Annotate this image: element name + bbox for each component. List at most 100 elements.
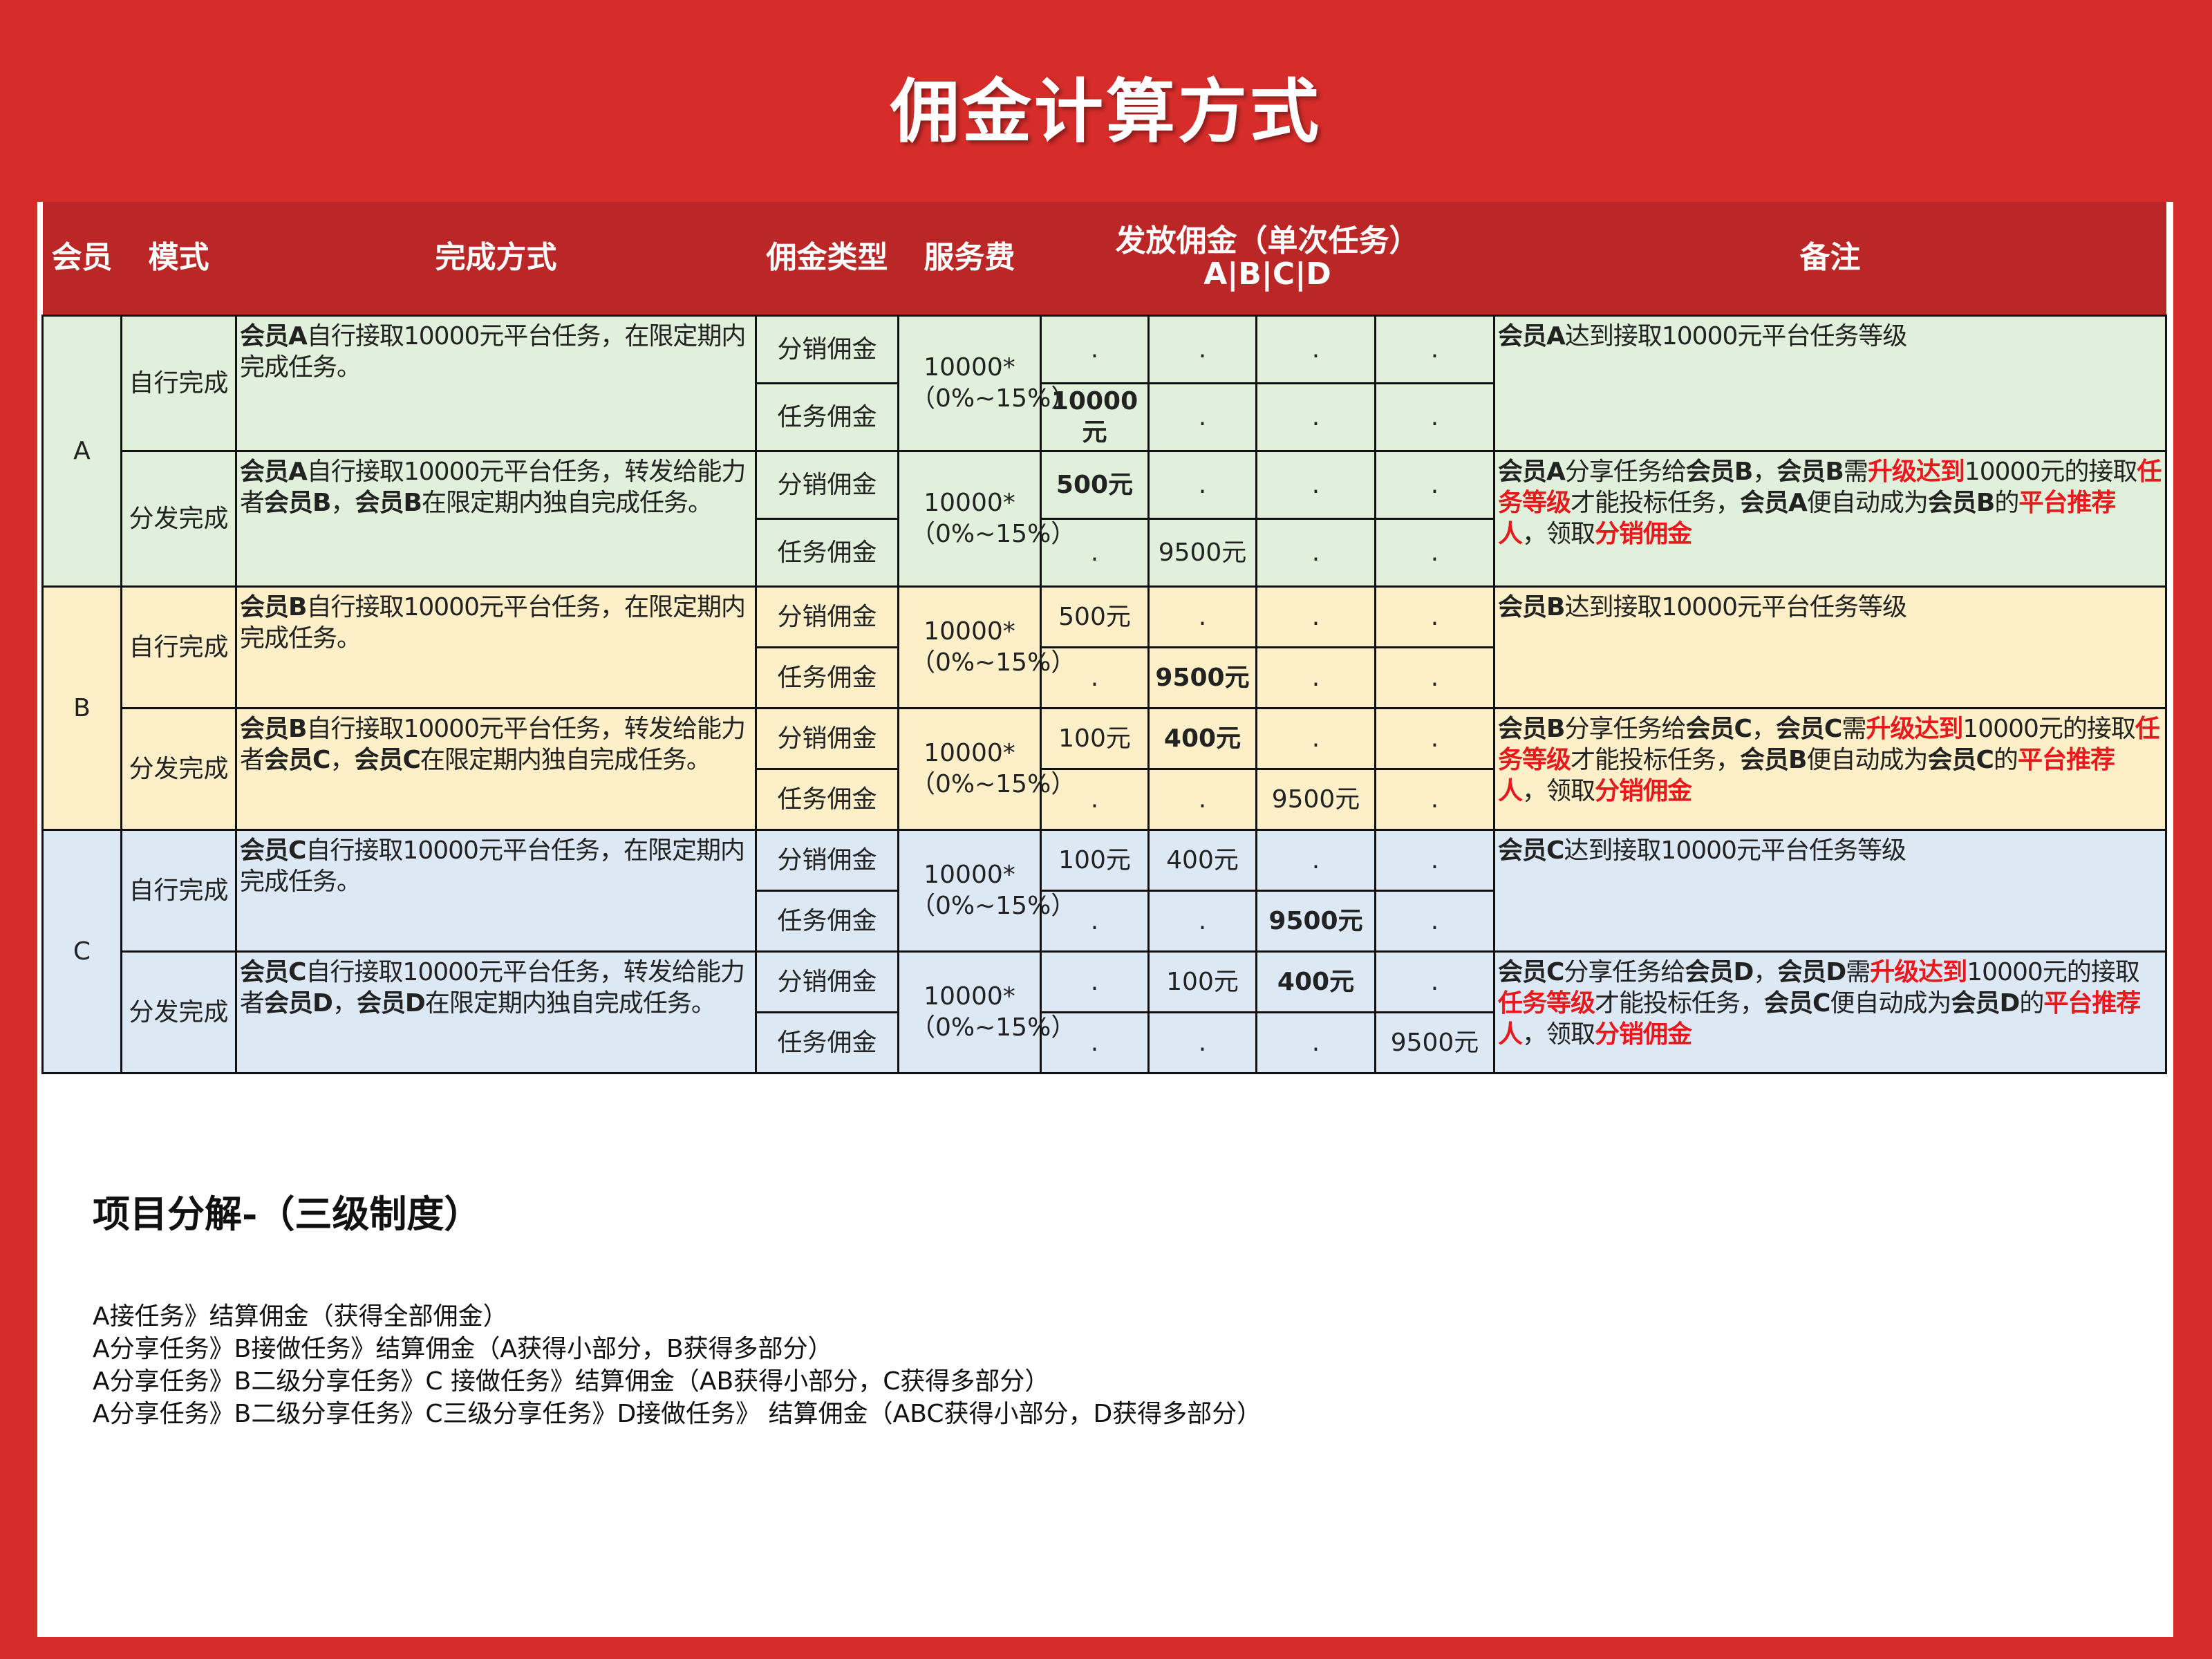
page-title: 佣金计算方式 <box>890 71 1322 152</box>
payout-cell-d: . <box>1374 950 1495 1013</box>
text-segment: ，领取 <box>1522 519 1595 548</box>
payout-cell-b: 400元 <box>1147 706 1257 770</box>
text-segment: 任务等级 <box>1498 457 2162 517</box>
payout-cell-b: . <box>1147 1011 1257 1074</box>
table-row: 任务佣金 10000元... <box>43 382 2166 452</box>
table-row: 任务佣金.. 9500元. <box>43 767 2166 831</box>
text-segment: ， <box>330 488 355 517</box>
text-segment: 分享任务给 <box>1564 457 1687 486</box>
commission-type-cell: 分销佣金 <box>755 706 899 770</box>
payout-cell-a: . <box>1040 646 1150 709</box>
table-row: 分发完成 会员A自行接取10000元平台任务，转发给能力者会员B，会员B在限定期内… <box>43 449 2167 588</box>
text-segment: 会员D <box>356 988 426 1018</box>
payout-cell-b: 400元 <box>1147 828 1257 892</box>
payout-cell-c: . <box>1255 314 1376 384</box>
text-segment: 会员A <box>1498 457 1566 486</box>
payout-cell-d: . <box>1374 889 1495 953</box>
text-segment: 平台推荐人 <box>1498 745 2115 805</box>
header-payout-sub: A|B|C|D <box>1203 256 1331 292</box>
text-segment: 会员C <box>1498 836 1564 865</box>
payout-cell-b: . <box>1147 449 1257 520</box>
text-segment: 才能投标任务， <box>1595 988 1765 1018</box>
payout-cell-c: . <box>1255 449 1376 520</box>
text-segment: 10000元的接取 <box>1962 714 2136 743</box>
table-row: B 自行完成 会员B自行接取10000元平台任务，在限定期内完成任务。 分销佣金 100… <box>41 585 2167 831</box>
text-segment: 会员C <box>1764 988 1830 1018</box>
text-segment: 便自动成为 <box>1806 488 1929 517</box>
service-fee-cell: 10000*（0%~15%） <box>897 449 1076 588</box>
text-segment: 自行接取10000元平台任务，转发给能力者 <box>240 957 745 1018</box>
text-segment: 会员B <box>1498 714 1565 743</box>
text-segment: 分销佣金 <box>1595 1020 1692 1049</box>
table-row: A 自行完成 会员A自行接取10000元平台任务，在限定期内完成任务。 分销佣金 100… <box>41 314 2167 588</box>
text-segment: 会员D <box>1685 957 1754 986</box>
payout-cell-b: 9500元 <box>1147 517 1257 588</box>
method-cell: 会员C自行接取10000元平台任务，转发给能力者会员D，会员D在限定期内独自完成… <box>235 950 757 1074</box>
payout-cell-b: 100元 <box>1147 950 1257 1013</box>
breakdown-line: A分享任务》B二级分享任务》C三级分享任务》D接做任务》 结算佣金（ABC获得小… <box>93 1400 1262 1428</box>
text-segment: ， <box>332 988 357 1018</box>
text-segment: 会员C <box>1927 745 1994 774</box>
payout-cell-c: . <box>1255 585 1376 648</box>
commission-type-cell: 分销佣金 <box>755 585 899 648</box>
breakdown-line: A接任务》结算佣金（获得全部佣金） <box>93 1302 508 1331</box>
payout-cell-d: . <box>1374 517 1495 588</box>
text-segment: 任务等级 <box>1498 714 2160 774</box>
text-segment: 会员C <box>264 745 330 774</box>
commission-table: 会员 模式 完成方式 佣金类型 服务费 发放佣金（单次任务） A|B|C|D 备注… <box>41 202 2167 1074</box>
remark-cell: 会员C分享任务给会员D，会员D需升级达到10000元的接取任务等级才能投标任务，… <box>1493 950 2167 1074</box>
payout-cell-a: 10000元 <box>1040 382 1150 452</box>
method-cell: 会员A自行接取10000元平台任务，在限定期内完成任务。 <box>235 314 757 452</box>
method-cell: 会员A自行接取10000元平台任务，转发给能力者会员B，会员B在限定期内独自完成… <box>235 449 757 588</box>
text-segment: 平台推荐人 <box>1498 488 2116 548</box>
commission-type-cell: 任务佣金 <box>755 646 899 709</box>
payout-cell-d: . <box>1374 828 1495 892</box>
mode-cell: 分发完成 <box>120 950 237 1074</box>
text-segment: 会员C <box>240 957 306 986</box>
text-segment: 达到接取10000元平台任务等级 <box>1564 321 1908 350</box>
text-segment: 需 <box>1841 714 1866 743</box>
text-segment: 会员B <box>1927 488 1995 517</box>
header-payout: 发放佣金（单次任务） A|B|C|D <box>1040 202 1494 315</box>
commission-type-cell: 分销佣金 <box>755 950 899 1013</box>
text-segment: 自行接取10000元平台任务，在限定期内完成任务。 <box>240 836 745 896</box>
text-segment: 会员C <box>1775 714 1842 743</box>
header-remark: 备注 <box>1494 202 2166 315</box>
text-segment: 自行接取10000元平台任务，转发给能力者 <box>240 714 746 774</box>
text-segment: 会员C <box>1498 957 1564 986</box>
text-segment: 10000元的接取 <box>1964 457 2138 486</box>
commission-type-cell: 任务佣金 <box>755 889 899 953</box>
mode-cell: 分发完成 <box>120 706 237 831</box>
text-segment: ， <box>1753 957 1778 986</box>
table-row: C 自行完成 会员C自行接取10000元平台任务，在限定期内完成任务。 分销佣金 100… <box>41 828 2167 1074</box>
payout-cell-a: 500元 <box>1040 449 1150 520</box>
text-segment: 自行接取10000元平台任务，在限定期内完成任务。 <box>240 592 746 653</box>
payout-cell-b: . <box>1147 889 1257 953</box>
text-segment: 会员B <box>1685 457 1753 486</box>
payout-cell-a: . <box>1040 767 1150 831</box>
payout-cell-c: 400元 <box>1255 950 1376 1013</box>
member-cell: A <box>41 314 122 588</box>
mode-cell: 分发完成 <box>120 449 237 588</box>
payout-cell-c: . <box>1255 646 1376 709</box>
header-type: 佣金类型 <box>756 202 899 315</box>
table-row: 任务佣金. 9500元.. <box>43 646 2166 709</box>
service-fee-cell: 10000*（0%~15%） <box>897 585 1076 709</box>
table-row: 任务佣金... 9500元 <box>43 1011 2166 1074</box>
text-segment: 会员B <box>264 488 331 517</box>
text-segment: 才能投标任务， <box>1571 745 1741 774</box>
text-segment: 会员C <box>240 836 306 865</box>
payout-cell-c: . <box>1255 828 1376 892</box>
member-cell: C <box>41 828 122 1074</box>
payout-cell-b: . <box>1147 314 1257 384</box>
commission-type-cell: 分销佣金 <box>755 828 899 892</box>
commission-type-cell: 分销佣金 <box>755 314 899 384</box>
payout-cell-d: . <box>1374 706 1495 770</box>
payout-cell-d: 9500元 <box>1374 1011 1495 1074</box>
text-segment: 自行接取10000元平台任务，在限定期内完成任务。 <box>240 321 746 382</box>
text-segment: 自行接取10000元平台任务，转发给能力者 <box>240 457 746 517</box>
text-segment: 会员B <box>1740 745 1807 774</box>
breakdown-section: 项目分解-（三级制度） A接任务》结算佣金（获得全部佣金） A分享任务》B接做任… <box>93 1183 1262 1430</box>
text-segment: 的 <box>1994 488 2019 517</box>
header-mode: 模式 <box>121 202 236 315</box>
